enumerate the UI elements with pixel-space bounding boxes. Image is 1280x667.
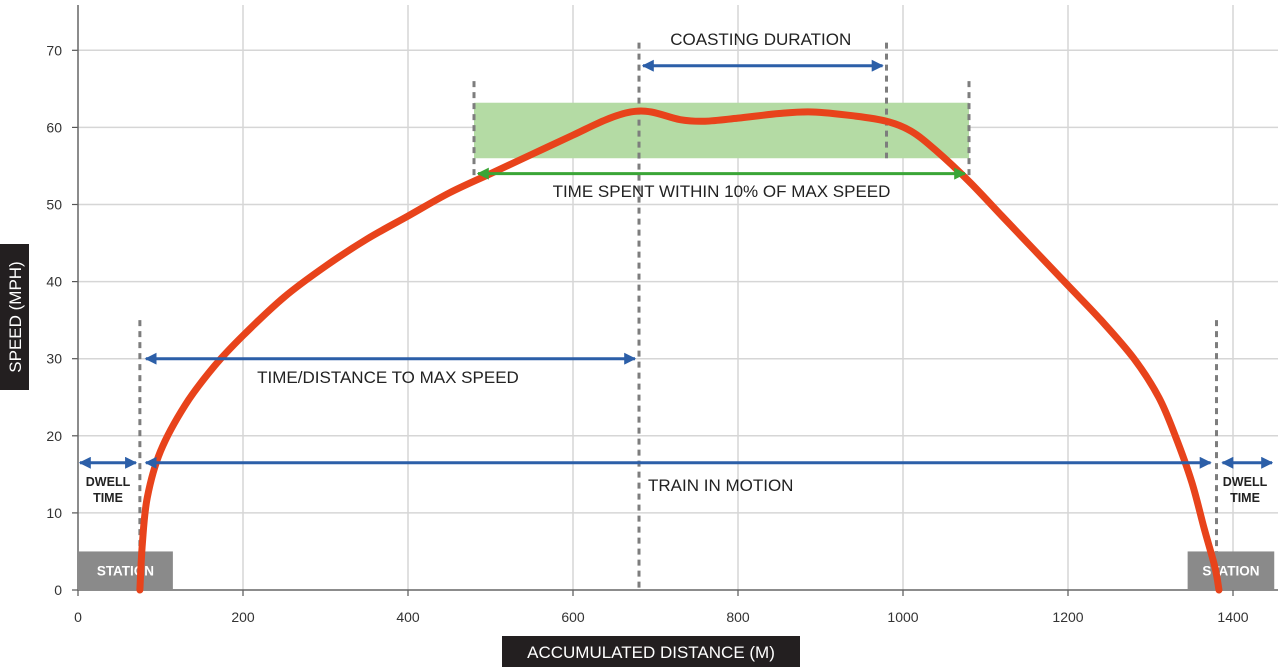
y-tick-label: 10 (46, 505, 62, 521)
y-axis-title: SPEED (MPH) (0, 244, 29, 390)
coasting-duration-label: COASTING DURATION (670, 30, 851, 49)
x-tick-label: 0 (74, 609, 82, 625)
grid-lines (78, 5, 1278, 590)
x-tick-label: 800 (726, 609, 750, 625)
station-box (1187, 551, 1275, 590)
y-axis-title-text: SPEED (MPH) (6, 261, 25, 372)
dwell-time-right-label-line1: DWELL (1223, 475, 1268, 489)
y-tick-label: 60 (46, 119, 62, 135)
speed-curve-line (136, 107, 1223, 594)
time-to-max-speed-label: TIME/DISTANCE TO MAX SPEED (257, 368, 519, 387)
x-tick-label: 600 (561, 609, 585, 625)
y-tick-label: 50 (46, 197, 62, 213)
x-tick-label: 1000 (887, 609, 918, 625)
y-tick-label: 40 (46, 274, 62, 290)
dwell-time-left-label-line1: DWELL (86, 475, 131, 489)
annotation-labels-layer: COASTING DURATION TIME SPENT WITHIN 10% … (86, 30, 1268, 505)
annotation-arrows-layer (78, 59, 1274, 469)
x-tick-label: 400 (396, 609, 420, 625)
dwell-time-right-label-line2: TIME (1230, 491, 1260, 505)
y-tick-label: 0 (54, 582, 62, 598)
y-tick-label: 20 (46, 428, 62, 444)
x-axis-title: ACCUMULATED DISTANCE (M) (502, 636, 800, 667)
speed-curve-layer (136, 107, 1223, 594)
train-in-motion-label: TRAIN IN MOTION (648, 476, 793, 495)
x-tick-label: 200 (231, 609, 255, 625)
station-box (78, 551, 173, 590)
station-label: STATION (97, 564, 154, 579)
y-tick-label: 70 (46, 42, 62, 58)
x-tick-label: 1400 (1217, 609, 1248, 625)
dwell-time-left-label-line2: TIME (93, 491, 123, 505)
station-label: STATION (1202, 564, 1259, 579)
time-within-10pct-label: TIME SPENT WITHIN 10% OF MAX SPEED (553, 182, 891, 201)
y-tick-label: 30 (46, 351, 62, 367)
x-tick-label: 1200 (1052, 609, 1083, 625)
x-axis-title-text: ACCUMULATED DISTANCE (M) (527, 643, 775, 662)
stations-layer: STATION STATION (78, 551, 1275, 590)
axes: 0 200 400 600 800 1000 1200 1400 0 10 20 30 40 50 60 70 (46, 5, 1278, 625)
